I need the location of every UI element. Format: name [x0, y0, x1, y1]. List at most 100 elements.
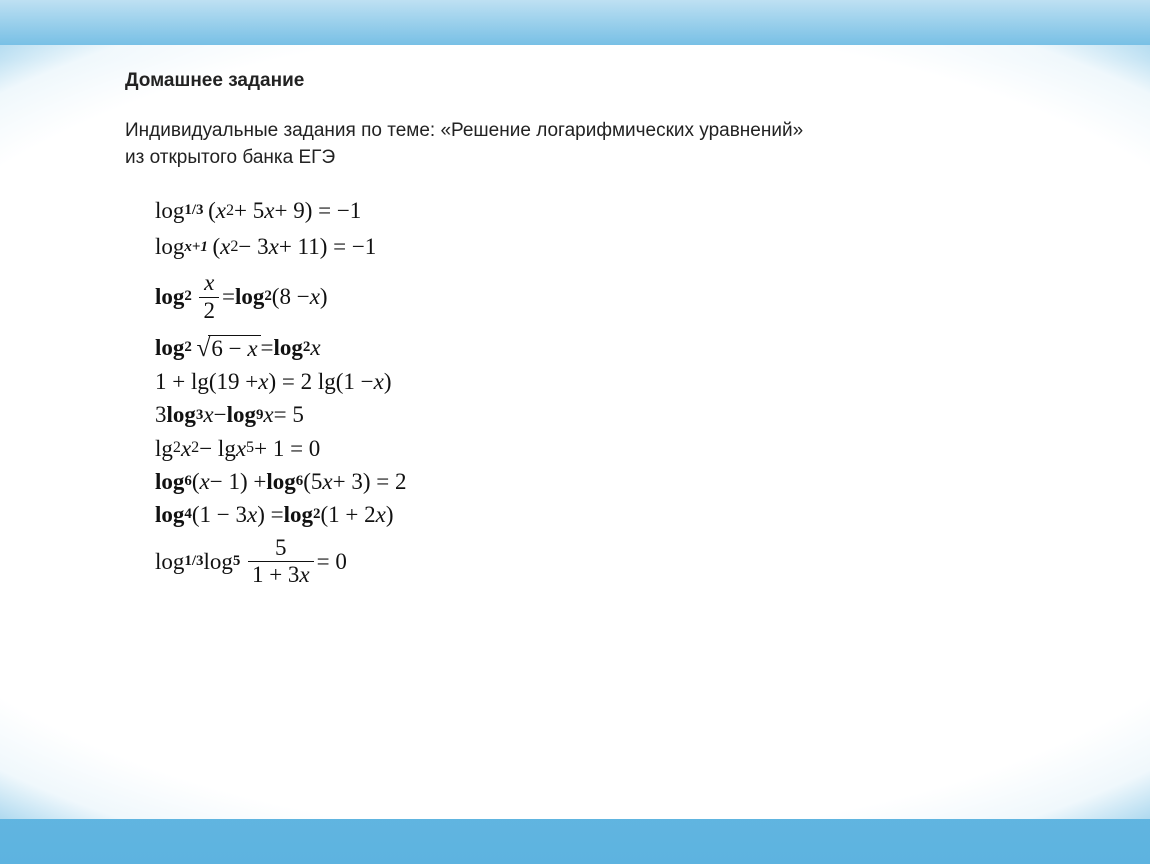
var-x: x — [310, 336, 320, 360]
log-text: log — [235, 285, 264, 309]
var-x: x — [247, 503, 257, 527]
term-mid: ) = 2 lg(1 − — [268, 370, 373, 394]
paren-close: ) — [386, 503, 394, 527]
log-text: log — [155, 503, 184, 527]
sqrt-radicand: 6 − x — [208, 335, 260, 361]
term: (5 — [303, 470, 322, 494]
log-text: log — [155, 550, 184, 574]
term-tail: + 11) = −1 — [279, 235, 376, 259]
subtitle-line2: из открытого банка ЕГЭ — [125, 147, 335, 168]
exp: 2 — [230, 239, 238, 256]
den-pre: 1 + 3 — [252, 562, 299, 587]
var-x: x — [236, 437, 246, 461]
log-base: 6 — [296, 474, 303, 490]
equals: = — [222, 285, 235, 309]
var-x: x — [203, 403, 213, 427]
paren-close: ) — [384, 370, 392, 394]
log-text: log — [284, 503, 313, 527]
log-text: log — [167, 403, 196, 427]
frac-num: 5 — [271, 536, 291, 561]
paren: ( — [192, 470, 200, 494]
var-x: x — [310, 285, 320, 309]
log-base: 5 — [233, 554, 240, 570]
equation-10: log1/3 log5 5 1 + 3x = 0 — [155, 536, 1070, 587]
var-x: x — [216, 199, 226, 223]
radicand-pre: 6 − — [211, 336, 247, 361]
slide-content: Домашнее задание Индивидуальные задания … — [125, 70, 1070, 599]
term-mid: ) = — [257, 503, 283, 527]
var-x: x — [220, 235, 230, 259]
term-mid: − lg — [199, 437, 236, 461]
var-x: x — [181, 437, 191, 461]
var-x: x — [269, 235, 279, 259]
var-x: x — [322, 470, 332, 494]
log-text: log — [155, 199, 184, 223]
log-text: log — [227, 403, 256, 427]
log-base: 6 — [184, 474, 191, 490]
frac-num: x — [200, 271, 218, 296]
var-x: x — [258, 370, 268, 394]
log-text: log — [155, 285, 184, 309]
log-base: 2 — [184, 289, 191, 305]
log-text: log — [266, 470, 295, 494]
paren-open: ( — [208, 199, 216, 223]
log-base: 4 — [184, 507, 191, 523]
frac-den: 1 + 3x — [248, 561, 314, 587]
equation-3: log2 x 2 = log2 (8 − x) — [155, 271, 1070, 322]
arg: (8 − — [272, 285, 310, 309]
log-base: 2 — [184, 340, 191, 356]
equations-block: log1/3(x2 + 5x + 9) = −1 logx+1(x2 − 3x … — [155, 199, 1070, 587]
tail: + 1 = 0 — [254, 437, 320, 461]
paren-close: ) — [320, 285, 328, 309]
equation-2: logx+1(x2 − 3x + 11) = −1 — [155, 235, 1070, 259]
log-base: 2 — [313, 507, 320, 523]
log-text: log — [155, 235, 184, 259]
sqrt: √ 6 − x — [196, 335, 260, 362]
equation-6: 3 log3 x − log9 x = 5 — [155, 403, 1070, 427]
lg-text: lg — [155, 437, 173, 461]
tail: + 3) = 2 — [333, 470, 407, 494]
var-x: x — [376, 503, 386, 527]
log-base: x+1 — [184, 240, 207, 256]
subtitle-line1: Индивидуальные задания по теме: «Решение… — [125, 120, 803, 141]
log-base: 1/3 — [184, 203, 203, 219]
var-x: x — [200, 470, 210, 494]
term-tail: + 9) = −1 — [274, 199, 361, 223]
equation-9: log4 (1 − 3x) = log2 (1 + 2x) — [155, 503, 1070, 527]
exp: 2 — [191, 440, 199, 457]
term-mid: + 5 — [234, 199, 264, 223]
log-text: log — [155, 336, 184, 360]
var-x: x — [299, 562, 309, 587]
tail: = 0 — [317, 550, 347, 574]
term: (1 + 2 — [320, 503, 375, 527]
fraction: 5 1 + 3x — [248, 536, 314, 587]
equation-1: log1/3(x2 + 5x + 9) = −1 — [155, 199, 1070, 223]
var-x: x — [263, 403, 273, 427]
log-base: 1/3 — [184, 554, 203, 570]
term: − 1) + — [210, 470, 267, 494]
log-text: log — [274, 336, 303, 360]
equals: = — [261, 336, 274, 360]
slide-title: Домашнее задание — [125, 70, 1070, 92]
term-mid: − 3 — [238, 235, 268, 259]
frac-den: 2 — [199, 297, 219, 323]
equation-7: lg2 x2 − lg x5 + 1 = 0 — [155, 437, 1070, 461]
coef: 3 — [155, 403, 167, 427]
minus: − — [214, 403, 227, 427]
equation-5: 1 + lg(19 + x) = 2 lg(1 − x) — [155, 370, 1070, 394]
paren-open: ( — [212, 235, 220, 259]
var-x: x — [264, 199, 274, 223]
equation-4: log2 √ 6 − x = log2 x — [155, 335, 1070, 362]
var-x: x — [374, 370, 384, 394]
term-pre: 1 + lg(19 + — [155, 370, 258, 394]
log-text: log — [203, 550, 232, 574]
exp: 5 — [246, 440, 254, 457]
equation-8: log6 (x − 1) + log6 (5x + 3) = 2 — [155, 470, 1070, 494]
exp: 2 — [173, 440, 181, 457]
slide-subtitle: Индивидуальные задания по теме: «Решение… — [125, 118, 1070, 171]
term: (1 − 3 — [192, 503, 247, 527]
var-x: x — [247, 336, 257, 361]
exp: 2 — [226, 203, 234, 220]
log-text: log — [155, 470, 184, 494]
log-base: 2 — [264, 289, 271, 305]
